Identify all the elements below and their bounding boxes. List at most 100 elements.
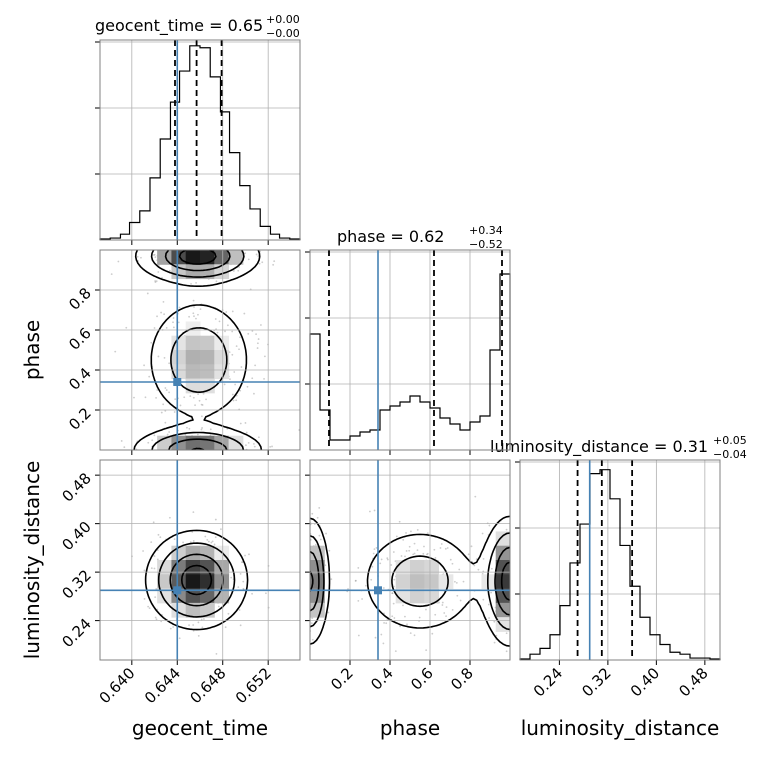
density-cell [410,588,425,604]
scatter-point [172,317,175,319]
scatter-point [426,532,429,535]
scatter-point [242,587,245,590]
scatter-point [192,299,195,302]
xtick-label-luminosity_distance: 0.32 [578,664,614,700]
scatter-point [153,555,156,557]
scatter-point [209,428,212,431]
scatter-point [256,342,259,345]
scatter-point [272,263,275,266]
density-cell [185,545,201,561]
contour-line [310,532,510,631]
scatter-point [188,315,190,318]
scatter-point [393,585,395,588]
scatter-point [416,529,419,531]
xtick-label-geocent_time: 0.640 [96,664,139,707]
scatter-point [392,602,395,605]
scatter-point [192,312,195,315]
scatter-point [318,534,321,537]
scatter-point [374,636,377,639]
xtick-label-phase: 0.6 [407,664,437,694]
scatter-point [195,317,197,320]
density-cell [185,602,201,618]
scatter-point [425,649,428,652]
scatter-point [482,557,485,560]
scatter-point [143,569,146,572]
scatter-point [174,398,177,401]
scatter-point [243,312,246,315]
scatter-point [239,389,242,392]
density-cell [185,250,201,265]
scatter-point [404,555,406,558]
contour-line [164,250,231,450]
scatter-point [244,422,247,424]
ytick-label-phase: 0.4 [65,364,95,394]
scatter-point [372,552,375,555]
scatter-point [373,509,376,512]
scatter-point [235,345,238,348]
scatter-point [215,328,217,331]
scatter-point [157,533,160,536]
scatter-point [142,550,144,552]
scatter-point [120,440,123,442]
scatter-point [426,552,429,555]
ytick-label-luminosity_distance: 0.40 [58,518,94,554]
scatter-point [234,383,237,386]
density-cell [185,350,201,365]
scatter-point [482,598,485,601]
scatter-point [178,306,181,309]
scatter-point [196,433,199,436]
truth-marker [374,586,382,595]
density-cell [171,264,187,280]
histogram-luminosity-distance: 0.24 0.32 0.40 0.48 [515,459,721,700]
xlabel-geocent-time: geocent_time [132,716,268,740]
hist-2-frame [519,459,721,661]
scatter-point [136,255,139,258]
scatter-point [155,618,158,621]
scatter-point [153,327,156,329]
scatter-point [238,609,241,611]
xtick-label-geocent_time: 0.652 [232,664,275,707]
scatter-point [168,362,171,365]
scatter-point [168,391,170,394]
density-cell [200,574,215,590]
scatter-point [257,436,260,439]
scatter-point [390,564,393,566]
scatter-point [477,568,480,571]
scatter-point [201,427,204,429]
scatter-point [165,389,168,391]
scatter-point [433,548,436,551]
scatter-point [197,393,200,395]
scatter-point [125,326,128,329]
scatter-point [254,364,257,367]
scatter-point [163,313,166,316]
density-cell [200,350,215,365]
scatter-point [190,283,192,285]
scatter-point [157,264,160,267]
scatter-point [228,351,231,354]
scatter-point [319,538,322,541]
scatter-point [255,333,257,336]
panel-content [131,511,270,655]
scatter-point [467,553,470,556]
density-cell [185,335,201,351]
scatter-point [192,396,195,399]
density-cell [495,574,510,590]
scatter-point [258,262,261,265]
title-phase-main: phase = 0.62 [337,227,444,246]
scatter-point [210,541,213,544]
scatter-point [166,433,169,436]
scatter-point [214,518,217,521]
ytick-label-phase: 0.8 [65,284,95,314]
scatter-point [379,562,382,565]
density-cell [171,560,187,575]
scatter-point [195,282,197,284]
scatter-point [154,616,157,619]
scatter-point [324,564,327,567]
scatter-point [231,393,234,396]
scatter-point [413,552,416,555]
xtick-label-luminosity_distance: 0.40 [627,664,663,700]
title-lumdist-main: luminosity_distance = 0.31 [490,437,708,457]
scatter-point [231,310,234,313]
scatter-point [239,572,242,575]
scatter-point [245,444,247,447]
